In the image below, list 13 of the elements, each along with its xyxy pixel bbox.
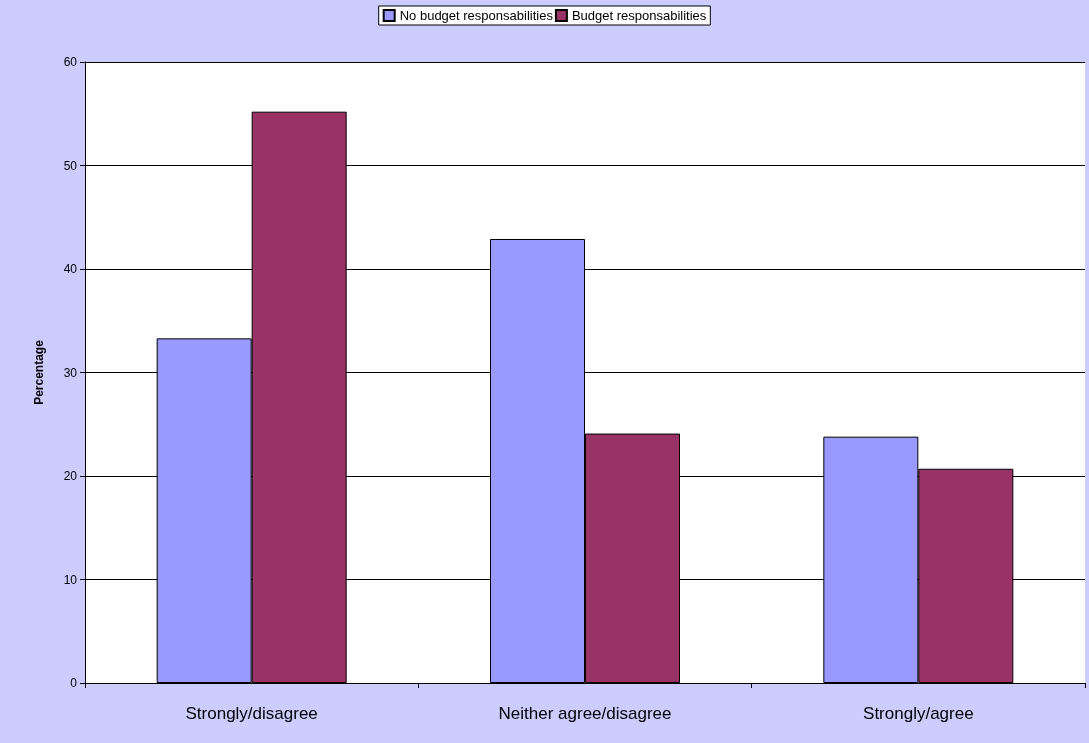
x-tick-label: Neither agree/disagree <box>498 704 672 723</box>
y-tick-label: 60 <box>63 55 78 69</box>
y-tick-label: 40 <box>63 262 78 276</box>
y-tick-label: 30 <box>63 365 78 380</box>
y-tick-label: 20 <box>63 469 78 483</box>
x-tick-label: Strongly/agree <box>863 704 974 723</box>
y-tick-label: 10 <box>63 572 78 587</box>
y-axis-title: Percentage <box>32 339 46 405</box>
legend-label: No budget responsabilities <box>399 8 554 23</box>
legend-label: Budget responsabilities <box>571 8 707 23</box>
y-tick-label: 50 <box>63 158 78 173</box>
y-tick-label: 0 <box>70 676 78 690</box>
x-tick-label: Strongly/disagree <box>185 704 318 723</box>
